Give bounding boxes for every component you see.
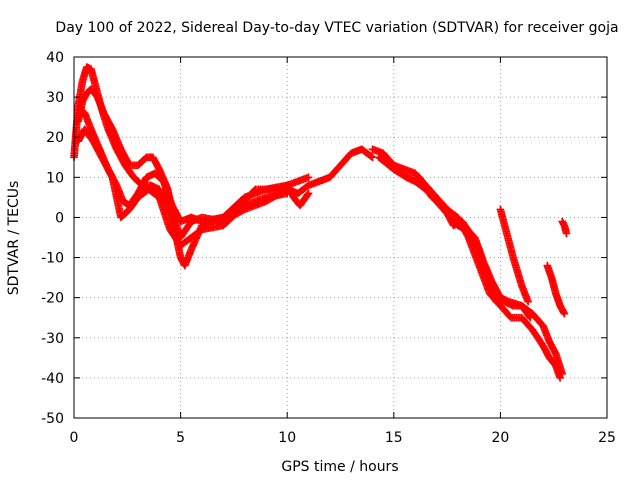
y-tick-label: -20 <box>41 291 64 307</box>
tick-labels: 0 5 10 15 20 25 -50 -40 -30 -20 -10 0 10 20 30 40 <box>41 50 616 446</box>
x-axis-label: GPS time / hours <box>281 459 398 475</box>
x-tick-label: 5 <box>176 430 185 446</box>
series-track-j <box>558 217 571 238</box>
grid-lines <box>74 57 607 418</box>
y-tick-label: 0 <box>55 210 64 226</box>
series-track-f <box>375 153 567 378</box>
chart-title: Day 100 of 2022, Sidereal Day-to-day VTE… <box>55 20 618 36</box>
y-axis-label: SDTVAR / TECUs <box>6 181 22 296</box>
x-tick-label: 20 <box>491 430 509 446</box>
series-track-g <box>415 173 535 322</box>
x-tick-label: 0 <box>70 430 79 446</box>
y-tick-label: 20 <box>46 130 64 146</box>
plot-frame <box>73 56 608 419</box>
series-track-c <box>76 105 313 226</box>
y-tick-label: -30 <box>41 331 64 347</box>
y-tick-label: -50 <box>41 411 64 427</box>
data-points <box>70 63 571 382</box>
x-tick-label: 15 <box>385 430 403 446</box>
axis-ticks <box>73 56 608 419</box>
y-tick-label: 40 <box>46 50 64 66</box>
y-tick-label: -10 <box>41 251 64 267</box>
x-tick-label: 25 <box>598 430 616 446</box>
series-track-i <box>543 261 569 318</box>
series-track-h <box>496 205 532 306</box>
x-tick-label: 10 <box>278 430 296 446</box>
series-track-d <box>74 125 292 250</box>
y-tick-label: 30 <box>46 90 64 106</box>
y-tick-label: -40 <box>41 371 64 387</box>
y-tick-label: 10 <box>46 170 64 186</box>
series-track-e <box>368 145 564 382</box>
